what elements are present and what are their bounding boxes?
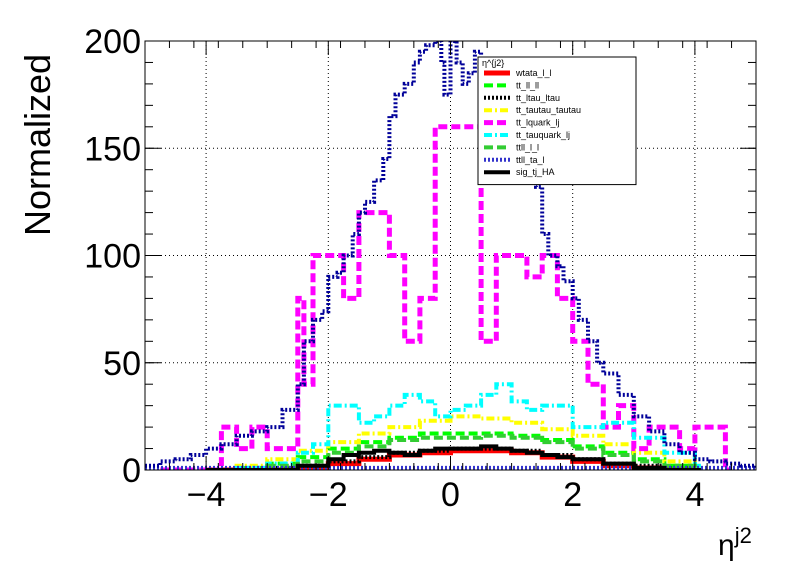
x-tick-label: 0	[441, 476, 460, 514]
legend-entry: ttll_ta_l	[516, 155, 545, 165]
series-line-sig_tj_HA	[206, 444, 701, 470]
legend-entry: tt_lquark_lj	[516, 118, 560, 128]
x-tick-label: −2	[309, 476, 348, 514]
x-axis-title: ηj2	[718, 523, 752, 562]
series-line-unlabeled-9	[145, 41, 756, 470]
plot-area	[145, 41, 756, 470]
legend-title: η^{j2}	[482, 58, 504, 68]
x-tick-label: −4	[187, 476, 226, 514]
x-tick-label: 2	[563, 476, 582, 514]
legend-entry: ttll_l_l	[516, 142, 539, 152]
series-group	[145, 41, 756, 470]
y-axis-title: Normalized	[17, 54, 58, 236]
y-tick-label: 100	[84, 238, 141, 276]
legend-entry: sig_tj_HA	[516, 167, 555, 177]
axes: −4 −2 0 2 4 0 50 100 150 200	[84, 23, 757, 514]
y-tick-label: 150	[84, 130, 141, 168]
y-tick-label: 0	[122, 452, 141, 490]
legend-entry: tt_ltau_ltau	[516, 93, 560, 103]
x-tick-label: 4	[685, 476, 704, 514]
x-axis-title-main: η	[718, 529, 735, 562]
y-tick-label: 200	[84, 23, 141, 61]
legend-entry: tt_tauquark_lj	[516, 130, 570, 140]
legend-entry: wtata_l_l	[515, 68, 552, 78]
legend: η^{j2} wtata_l_l tt_ll_ll tt_ltau_ltau tt_ta…	[477, 56, 637, 186]
legend-entry: tt_ll_ll	[516, 80, 539, 90]
x-axis-title-sup: j2	[734, 523, 752, 548]
series-line-tt_lquark_lj	[160, 124, 732, 470]
series-line-tt_tauquark_lj	[206, 382, 701, 470]
y-tick-label: 50	[103, 345, 141, 383]
legend-entry: tt_tautau_tautau	[516, 105, 581, 115]
